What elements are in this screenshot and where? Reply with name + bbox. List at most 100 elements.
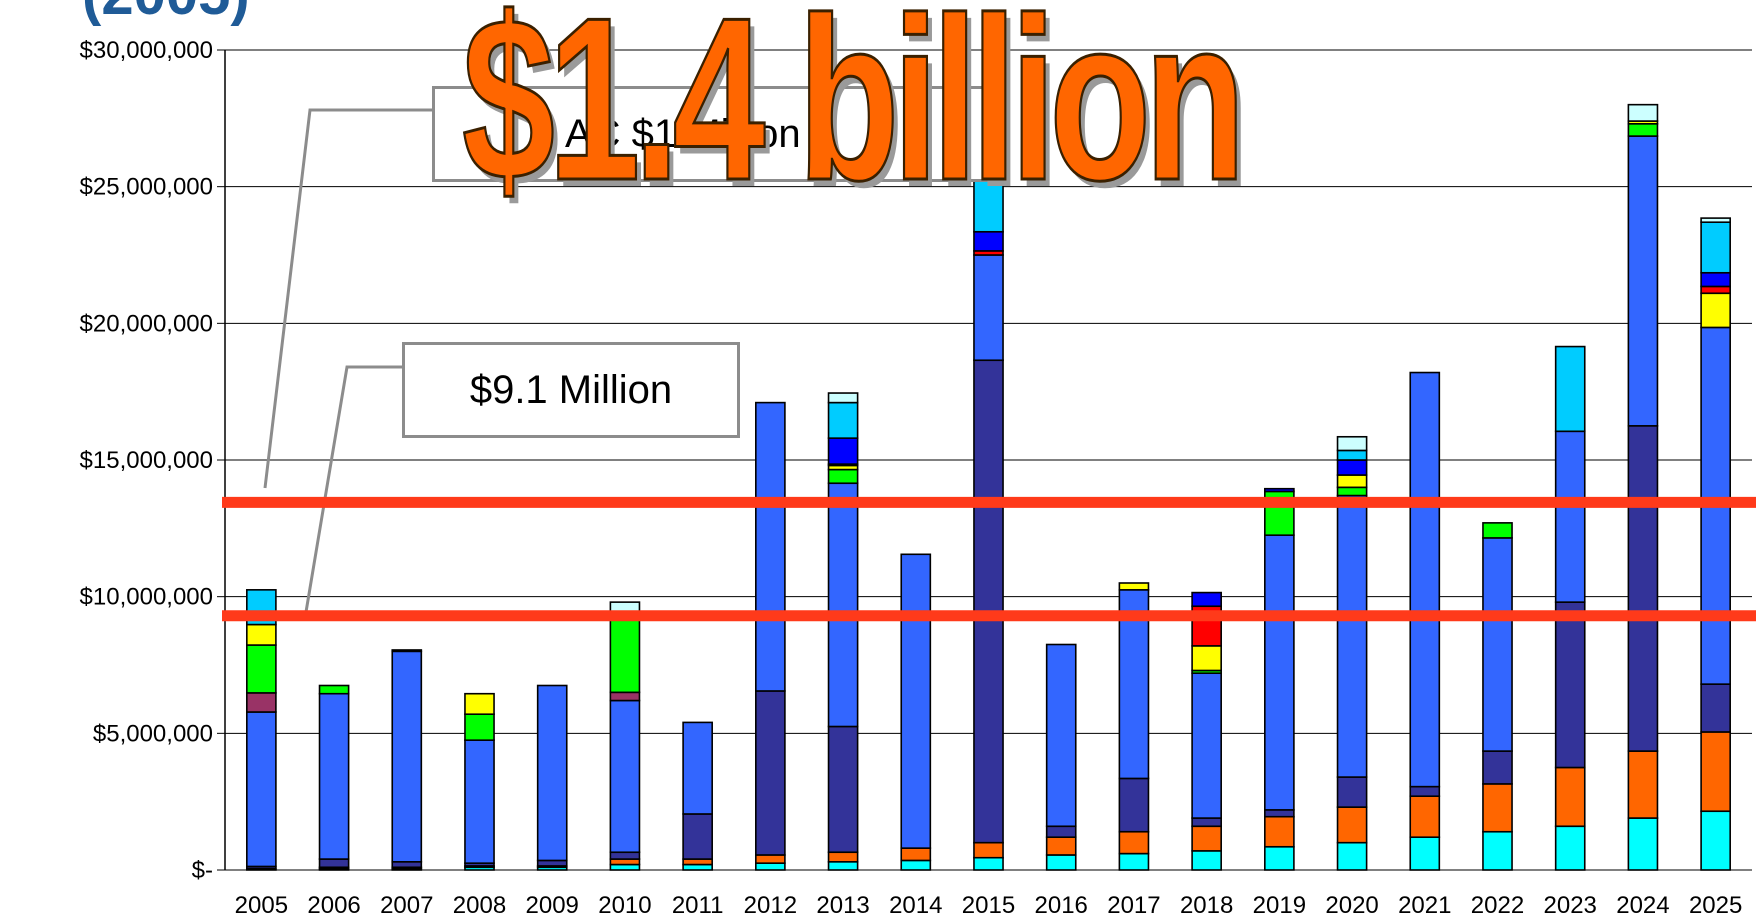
- bar-segment: [827, 482, 859, 728]
- bar-segment: [1045, 836, 1077, 856]
- bar-segment: [1045, 643, 1077, 828]
- x-tick-label: 2021: [1398, 892, 1451, 919]
- bar-segment: [1554, 825, 1586, 871]
- leader-line-upper: [263, 108, 432, 489]
- bar-segment: [1700, 285, 1731, 295]
- x-tick-label: 2006: [307, 892, 360, 919]
- bar-segment: [827, 401, 859, 439]
- bar-segment: [536, 684, 568, 862]
- bar-segment: [1482, 750, 1513, 785]
- bar-segment: [1627, 750, 1659, 819]
- bar-segment: [1627, 425, 1659, 752]
- bar-segment: [1264, 534, 1295, 811]
- bar-segment: [1336, 449, 1368, 461]
- bar-segment: [1264, 487, 1295, 493]
- overlay-title: $1.4 billion: [461, 0, 1247, 229]
- bar-segment: [1627, 123, 1659, 137]
- bar-segment: [973, 359, 1004, 844]
- callout-lower-text: $9.1 Million: [469, 367, 673, 412]
- y-tick-label: $15,000,000: [80, 447, 213, 474]
- x-tick-label: 2010: [598, 892, 651, 919]
- bar-segment: [1191, 825, 1222, 852]
- bar-segment: [755, 854, 786, 864]
- bar-segment: [1482, 522, 1513, 539]
- bar-segment: [464, 739, 495, 864]
- leader-line-lower: [304, 365, 402, 613]
- bar-segment: [900, 847, 932, 862]
- callout-leader-lines: [263, 108, 432, 613]
- bar-segment: [1700, 731, 1731, 813]
- y-tick-label: $5,000,000: [93, 720, 213, 747]
- bar-segment: [682, 721, 713, 815]
- x-tick-label: 2015: [962, 892, 1015, 919]
- bar-segment: [1264, 815, 1295, 848]
- bar-segment: [1627, 135, 1659, 427]
- bar-segment: [1409, 785, 1441, 798]
- bar-segment: [1336, 435, 1368, 452]
- callout-upper: AC $1 Million: [432, 86, 992, 182]
- bar-segment: [464, 692, 495, 716]
- bar-segment: [755, 690, 786, 856]
- x-tick-label: 2023: [1544, 892, 1597, 919]
- bar-segment: [318, 692, 350, 860]
- bar-segment: [827, 851, 859, 863]
- x-tick-label: 2012: [744, 892, 797, 919]
- y-tick-label: $10,000,000: [80, 584, 213, 611]
- x-tick-label: 2022: [1471, 892, 1524, 919]
- bar-segment: [1627, 103, 1659, 122]
- x-tick-label: 2020: [1325, 892, 1378, 919]
- bar-segment: [1264, 809, 1295, 818]
- x-tick-label: 2005: [235, 892, 288, 919]
- y-tick-label: $30,000,000: [80, 37, 213, 64]
- bar-segment: [609, 858, 641, 866]
- bar-segment: [682, 863, 713, 871]
- bar-segment: [1409, 836, 1441, 871]
- x-tick-label: 2016: [1035, 892, 1088, 919]
- bar-segment: [1264, 845, 1295, 871]
- x-tick-label: 2009: [526, 892, 579, 919]
- bar-segment: [973, 230, 1004, 252]
- bar-segment: [391, 649, 423, 653]
- bar-segment: [1336, 494, 1368, 778]
- bar-segment: [827, 437, 859, 465]
- bar-segment: [1700, 683, 1731, 733]
- bar-segment: [1336, 776, 1368, 808]
- bar-segment: [1336, 806, 1368, 844]
- bar-segment: [1336, 486, 1368, 497]
- bar-segment: [1191, 645, 1222, 672]
- x-tick-label: 2011: [672, 892, 724, 919]
- bar-segment: [1482, 783, 1513, 833]
- bar-segment: [1482, 830, 1513, 871]
- bar-segment: [391, 650, 423, 863]
- bar-segment: [1554, 345, 1586, 433]
- bar-segment: [1191, 672, 1222, 819]
- bar-segment: [1336, 459, 1368, 476]
- bar-segment: [1409, 371, 1441, 788]
- y-tick-label: $20,000,000: [80, 310, 213, 337]
- bar-segment: [973, 856, 1004, 871]
- bar-segment: [609, 699, 641, 854]
- bar-segment: [1700, 271, 1731, 288]
- x-tick-label: 2025: [1689, 892, 1742, 919]
- bar-segment: [246, 623, 277, 646]
- bar-segment: [682, 858, 713, 866]
- x-tick-label: 2019: [1253, 892, 1306, 919]
- bar-segment: [391, 860, 423, 869]
- y-tick-label: $-: [192, 857, 213, 884]
- bar-segment: [973, 841, 1004, 859]
- bar-segment: [1554, 430, 1586, 603]
- bar-segment: [900, 859, 932, 871]
- bar-segment: [827, 468, 859, 485]
- bar-segment: [1482, 537, 1513, 752]
- bar-segment: [755, 862, 786, 871]
- x-tick-label: 2014: [889, 892, 942, 919]
- bar-segment: [246, 692, 277, 713]
- x-tick-label: 2024: [1616, 892, 1669, 919]
- x-tick-label: 2017: [1107, 892, 1160, 919]
- bar-segment: [1336, 474, 1368, 489]
- bar-segment: [827, 725, 859, 854]
- bar-segment: [1191, 850, 1222, 871]
- bar-segment: [1118, 777, 1150, 833]
- bar-segment: [1045, 854, 1077, 871]
- bar-segment: [1554, 766, 1586, 828]
